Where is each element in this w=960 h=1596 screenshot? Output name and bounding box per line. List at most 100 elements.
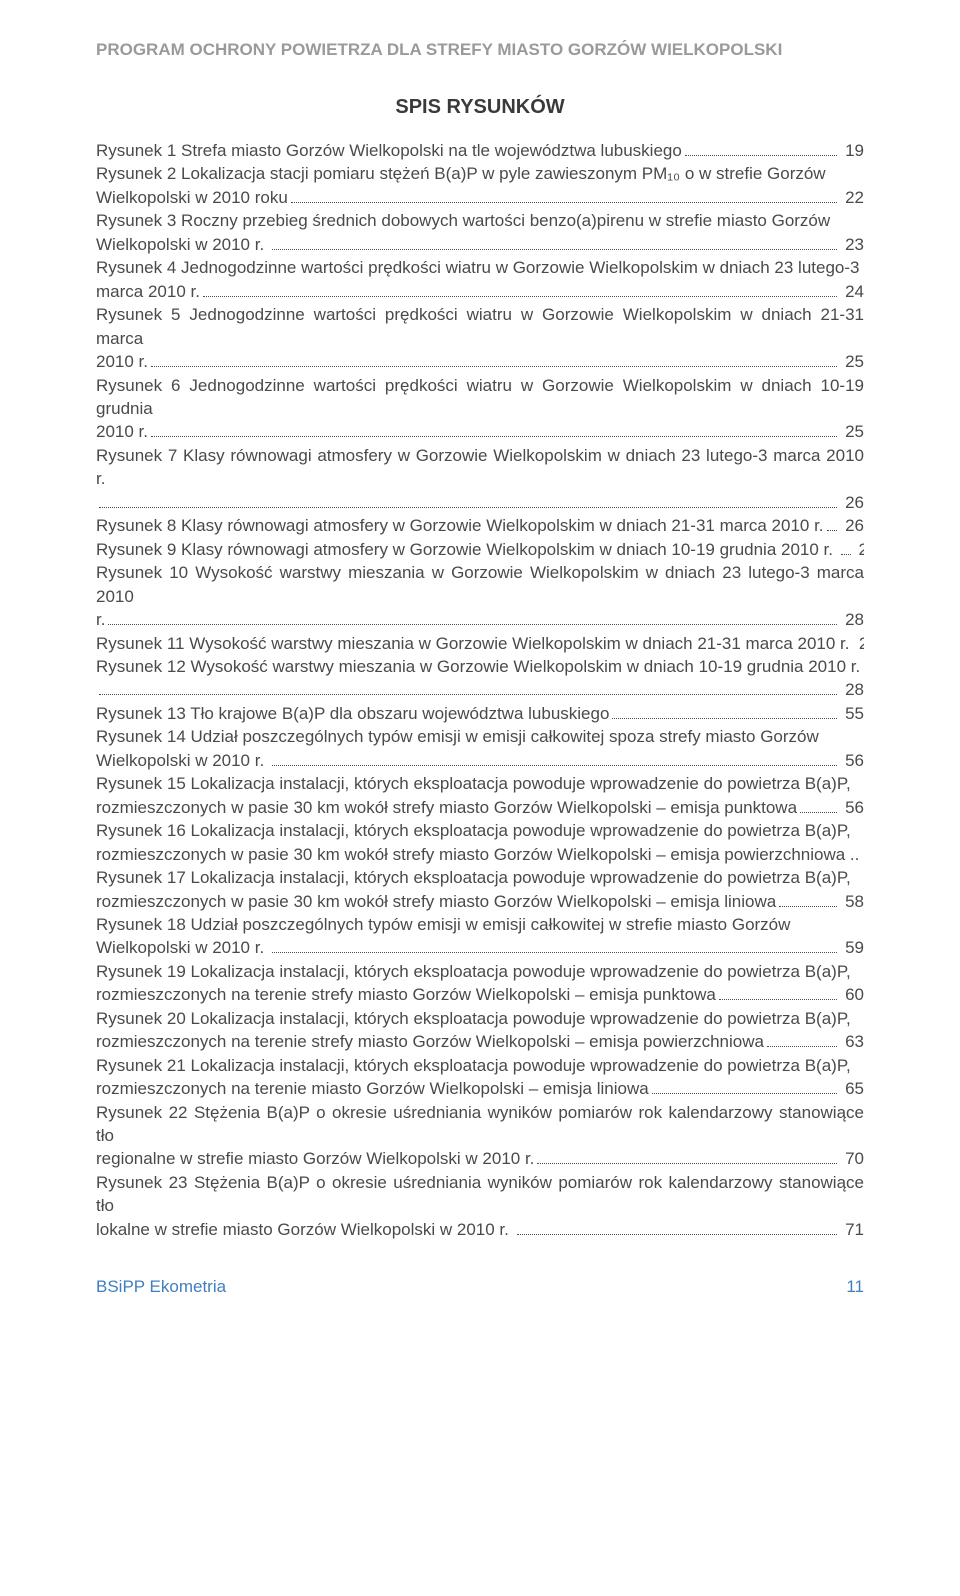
toc-entry: rozmieszczonych w pasie 30 km wokół stre…	[96, 843, 864, 866]
toc-entry-text: Wielkopolski w 2010 roku	[96, 186, 288, 209]
toc-entry-page: 58	[840, 890, 864, 913]
toc-leader-dots	[800, 797, 837, 812]
toc-entry: rozmieszczonych na terenie strefy miasto…	[96, 983, 864, 1006]
toc-entry: r. 28	[96, 608, 864, 631]
toc-entry-continuation: Rysunek 14 Udział poszczególnych typów e…	[96, 725, 864, 748]
toc-entry: Wielkopolski w 2010 r. 56	[96, 749, 864, 772]
toc-entry-continuation: Rysunek 23 Stężenia B(a)P o okresie uśre…	[96, 1171, 864, 1218]
toc-entry-continuation: Rysunek 12 Wysokość warstwy mieszania w …	[96, 655, 864, 678]
toc-entry-page: 22	[840, 186, 864, 209]
toc-entry: Wielkopolski w 2010 r. 23	[96, 233, 864, 256]
toc-leader-dots	[151, 352, 837, 367]
toc-entry-page: 28	[840, 678, 864, 701]
toc-leader-dots	[685, 141, 838, 156]
toc-entry-continuation: Rysunek 17 Lokalizacja instalacji, który…	[96, 866, 864, 889]
toc-entry-continuation: Rysunek 21 Lokalizacja instalacji, który…	[96, 1054, 864, 1077]
toc-entry-text: rozmieszczonych na terenie miasto Gorzów…	[96, 1077, 649, 1100]
toc-leader-dots	[291, 188, 838, 203]
toc-entry-text: Rysunek 1 Strefa miasto Gorzów Wielkopol…	[96, 139, 682, 162]
toc-entry: marca 2010 r. 24	[96, 280, 864, 303]
toc-entry-continuation: Rysunek 10 Wysokość warstwy mieszania w …	[96, 561, 864, 608]
section-title: SPIS RYSUNKÓW	[96, 96, 864, 119]
toc-entry: 26	[96, 491, 864, 514]
document-page: PROGRAM OCHRONY POWIETRZA DLA STREFY MIA…	[0, 0, 960, 1337]
toc-entry: rozmieszczonych w pasie 30 km wokół stre…	[96, 890, 864, 913]
page-footer: BSiPP Ekometria 11	[96, 1277, 864, 1297]
footer-left: BSiPP Ekometria	[96, 1277, 226, 1297]
toc-leader-dots	[272, 235, 837, 250]
toc-entry-continuation: Rysunek 19 Lokalizacja instalacji, który…	[96, 960, 864, 983]
toc-entry-page: 71	[840, 1218, 864, 1241]
toc-entry-text: lokalne w strefie miasto Gorzów Wielkopo…	[96, 1218, 514, 1241]
toc-entry-page: 26	[840, 514, 864, 537]
toc-entry-continuation: Rysunek 4 Jednogodzinne wartości prędkoś…	[96, 256, 864, 279]
toc-entry: Rysunek 13 Tło krajowe B(a)P dla obszaru…	[96, 702, 864, 725]
toc-entry-text: Rysunek 9 Klasy równowagi atmosfery w Go…	[96, 538, 838, 561]
toc-entry-text: Rysunek 13 Tło krajowe B(a)P dla obszaru…	[96, 702, 609, 725]
toc-entry: rozmieszczonych na terenie miasto Gorzów…	[96, 1077, 864, 1100]
toc-entry-text: Rysunek 8 Klasy równowagi atmosfery w Go…	[96, 514, 824, 537]
toc-entry: 2010 r. 25	[96, 420, 864, 443]
toc-entry-continuation: Rysunek 7 Klasy równowagi atmosfery w Go…	[96, 444, 864, 491]
toc-entry-text: 2010 r.	[96, 420, 148, 443]
toc-entry-continuation: Rysunek 20 Lokalizacja instalacji, który…	[96, 1007, 864, 1030]
list-of-figures: Rysunek 1 Strefa miasto Gorzów Wielkopol…	[96, 139, 864, 1241]
toc-entry: Rysunek 9 Klasy równowagi atmosfery w Go…	[96, 538, 864, 561]
toc-entry: regionalne w strefie miasto Gorzów Wielk…	[96, 1147, 864, 1170]
toc-leader-dots	[108, 610, 837, 625]
toc-entry: Wielkopolski w 2010 roku 22	[96, 186, 864, 209]
toc-entry-page: 25	[840, 420, 864, 443]
toc-entry-page: 25	[840, 350, 864, 373]
toc-entry-continuation: Rysunek 15 Lokalizacja instalacji, który…	[96, 772, 864, 795]
toc-leader-dots	[652, 1079, 838, 1094]
toc-entry-text: rozmieszczonych w pasie 30 km wokół stre…	[96, 843, 864, 866]
toc-entry: Wielkopolski w 2010 r. 59	[96, 936, 864, 959]
toc-leader-dots	[767, 1032, 837, 1047]
toc-entry-text: rozmieszczonych w pasie 30 km wokół stre…	[96, 890, 776, 913]
toc-entry-text: Wielkopolski w 2010 r.	[96, 749, 269, 772]
toc-entry-page: 59	[840, 936, 864, 959]
toc-entry-page: 56	[840, 749, 864, 772]
toc-entry-page: 65	[840, 1077, 864, 1100]
toc-entry-page: 24	[840, 280, 864, 303]
toc-leader-dots	[203, 281, 837, 296]
toc-entry-page: 28	[840, 608, 864, 631]
toc-entry-text: marca 2010 r.	[96, 280, 200, 303]
toc-entry-text: rozmieszczonych na terenie strefy miasto…	[96, 1030, 764, 1053]
toc-entry-page: 27	[854, 538, 864, 561]
toc-entry-page: 60	[840, 983, 864, 1006]
toc-leader-dots	[272, 750, 837, 765]
toc-entry-page: 23	[840, 233, 864, 256]
toc-entry-text: Rysunek 11 Wysokość warstwy mieszania w …	[96, 632, 864, 655]
toc-entry: Rysunek 1 Strefa miasto Gorzów Wielkopol…	[96, 139, 864, 162]
toc-entry-continuation: Rysunek 3 Roczny przebieg średnich dobow…	[96, 209, 864, 232]
toc-leader-dots	[841, 539, 851, 554]
toc-leader-dots	[612, 704, 837, 719]
toc-entry-page: 56	[840, 796, 864, 819]
toc-entry-page: 63	[840, 1030, 864, 1053]
toc-entry-text: 2010 r.	[96, 350, 148, 373]
toc-entry: 2010 r. 25	[96, 350, 864, 373]
toc-entry-continuation: Rysunek 22 Stężenia B(a)P o okresie uśre…	[96, 1101, 864, 1148]
toc-leader-dots	[827, 516, 838, 531]
toc-leader-dots	[99, 493, 837, 508]
toc-entry: rozmieszczonych w pasie 30 km wokół stre…	[96, 796, 864, 819]
toc-entry-text: rozmieszczonych na terenie strefy miasto…	[96, 983, 716, 1006]
toc-entry: rozmieszczonych na terenie strefy miasto…	[96, 1030, 864, 1053]
toc-entry: Rysunek 8 Klasy równowagi atmosfery w Go…	[96, 514, 864, 537]
toc-entry: Rysunek 11 Wysokość warstwy mieszania w …	[96, 632, 864, 655]
toc-entry-text: Wielkopolski w 2010 r.	[96, 936, 269, 959]
document-header: PROGRAM OCHRONY POWIETRZA DLA STREFY MIA…	[96, 40, 864, 60]
toc-entry-text: r.	[96, 608, 105, 631]
toc-leader-dots	[537, 1149, 837, 1164]
toc-entry-continuation: Rysunek 16 Lokalizacja instalacji, który…	[96, 819, 864, 842]
toc-entry-page: 55	[840, 702, 864, 725]
toc-entry-page: 19	[840, 139, 864, 162]
toc-entry-text: regionalne w strefie miasto Gorzów Wielk…	[96, 1147, 534, 1170]
toc-entry-text: rozmieszczonych w pasie 30 km wokół stre…	[96, 796, 797, 819]
toc-entry-text: Wielkopolski w 2010 r.	[96, 233, 269, 256]
toc-entry-continuation: Rysunek 2 Lokalizacja stacji pomiaru stę…	[96, 162, 864, 185]
toc-leader-dots	[517, 1220, 838, 1235]
toc-leader-dots	[719, 985, 838, 1000]
toc-entry-page: 26	[840, 491, 864, 514]
